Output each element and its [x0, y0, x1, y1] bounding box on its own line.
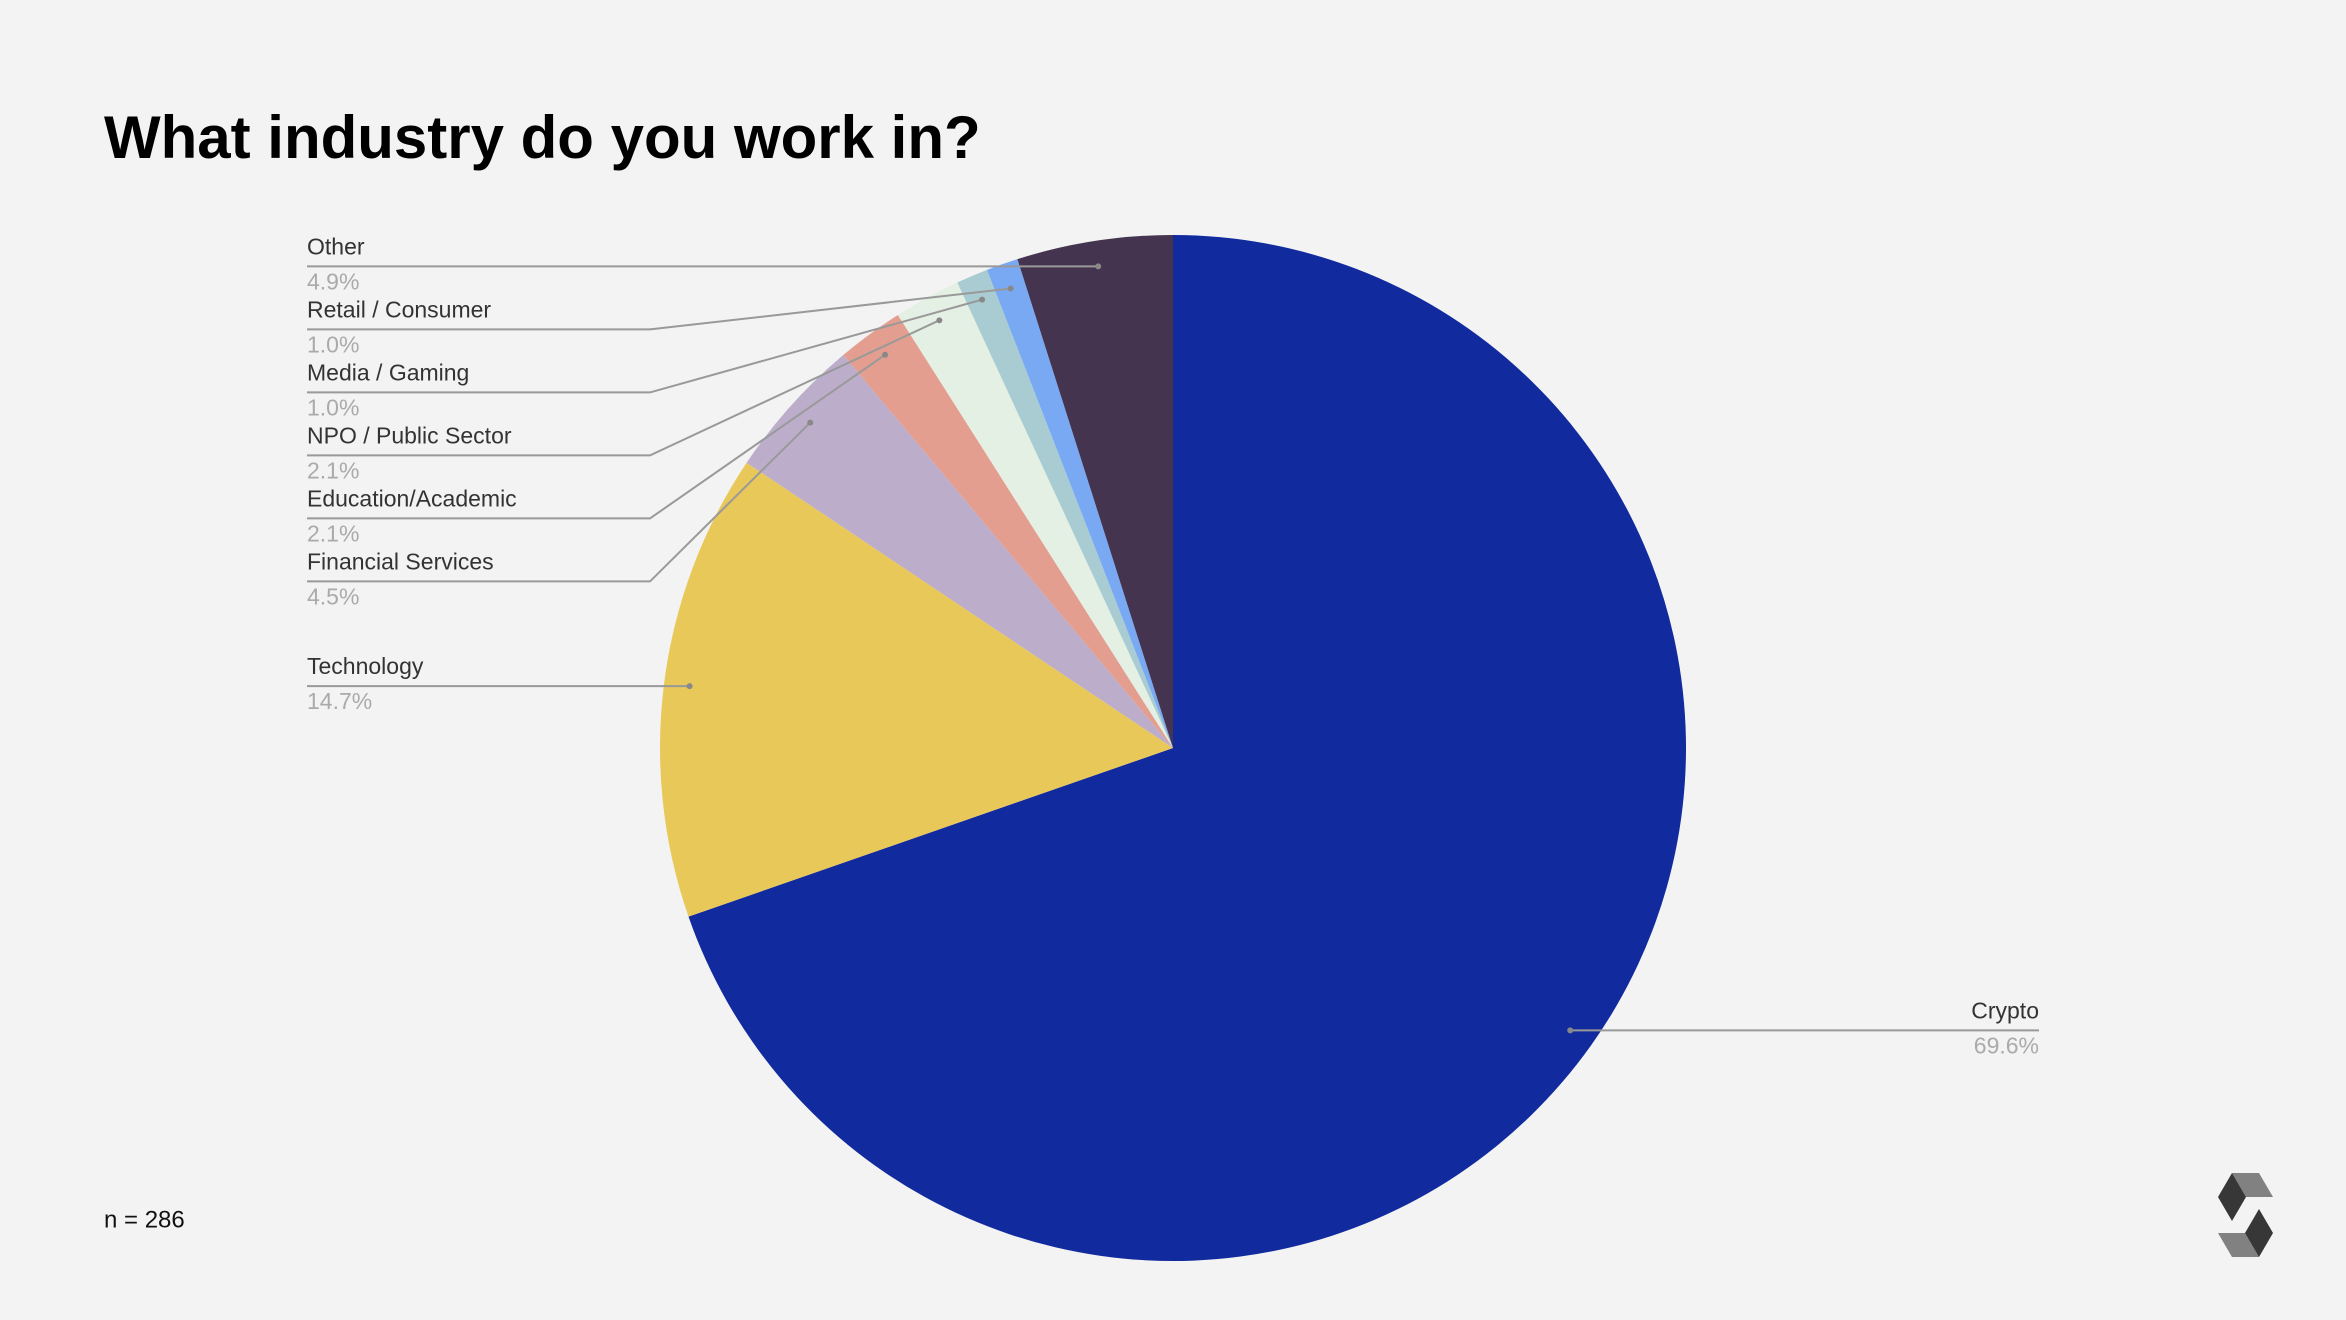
leader-dot — [882, 351, 889, 358]
leader-dot — [979, 296, 986, 303]
leader-dot — [1095, 263, 1102, 270]
pie-slice — [660, 462, 1173, 917]
leader-dot — [1007, 285, 1014, 292]
leader-line — [307, 287, 1011, 331]
slice-label: Media / Gaming — [307, 360, 469, 386]
pie-slice — [957, 269, 1173, 748]
sample-size: n = 286 — [104, 1206, 185, 1233]
slice-label: NPO / Public Sector — [307, 423, 512, 449]
pie-slice — [986, 259, 1173, 748]
leader-dot — [936, 317, 943, 324]
slice-value: 1.0% — [307, 395, 359, 421]
slice-label: Crypto — [1971, 997, 2039, 1023]
slice-value: 4.9% — [307, 269, 359, 295]
pie-slice — [843, 315, 1173, 748]
slice-label: Technology — [307, 653, 424, 679]
leader-dot — [1567, 1027, 1574, 1034]
slice-value: 2.1% — [307, 521, 359, 547]
slice-value: 2.1% — [307, 458, 359, 484]
slice-value: 69.6% — [1974, 1032, 2039, 1058]
slice-value: 1.0% — [307, 332, 359, 358]
slice-value: 14.7% — [307, 688, 372, 714]
slice-label: Financial Services — [307, 549, 494, 575]
slice-label: Other — [307, 234, 365, 260]
leader-dot — [686, 683, 693, 690]
chart-title: What industry do you work in? — [104, 104, 981, 171]
leader-line — [307, 421, 811, 583]
leader-line — [307, 319, 940, 457]
pie-slice — [688, 235, 1686, 1261]
slice-label: Retail / Consumer — [307, 297, 491, 323]
pie-slice — [746, 355, 1173, 748]
pie-slice — [897, 282, 1173, 748]
logo — [2218, 1173, 2273, 1257]
leader-dot — [807, 419, 814, 426]
leader-line — [307, 353, 886, 520]
slice-label: Education/Academic — [307, 486, 517, 512]
pie-slice — [1017, 235, 1173, 748]
slice-value: 4.5% — [307, 584, 359, 610]
leader-line — [307, 298, 983, 394]
